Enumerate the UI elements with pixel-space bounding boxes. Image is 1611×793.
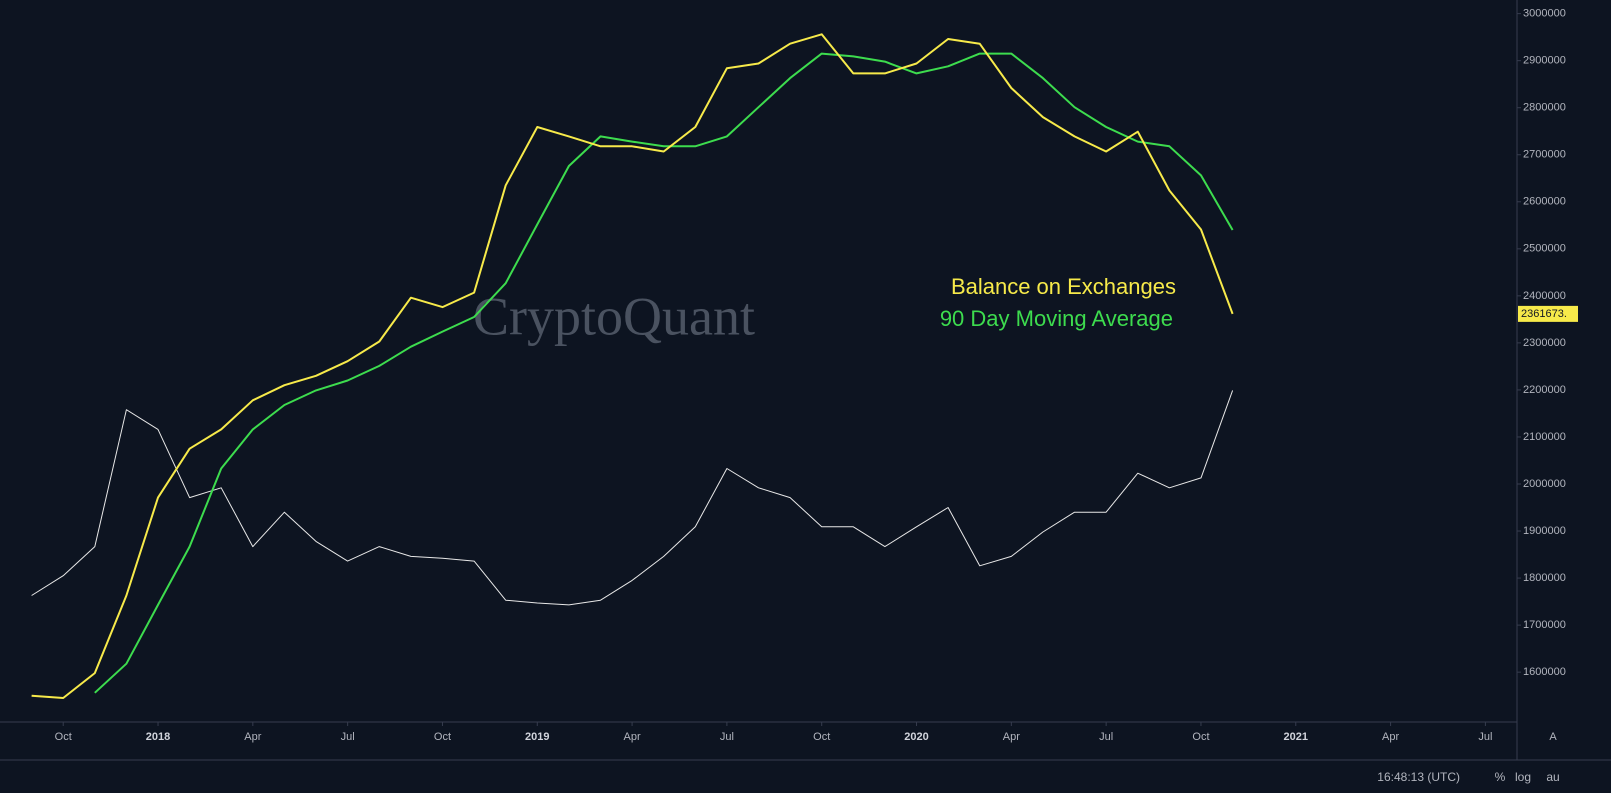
x-tick-label: Jul — [720, 731, 734, 743]
y-tick-label: 2500000 — [1523, 243, 1566, 255]
y-tick-label: 2900000 — [1523, 55, 1566, 67]
y-tick-label: 2300000 — [1523, 337, 1566, 349]
legend-label: 90 Day Moving Average — [940, 306, 1173, 331]
auto-scale-button[interactable]: A — [1549, 731, 1557, 743]
y-tick-label: 1900000 — [1523, 525, 1566, 537]
status-button[interactable]: au — [1546, 770, 1559, 784]
series-line — [94, 52, 1234, 694]
x-tick-label: Oct — [1192, 731, 1209, 743]
y-tick-label: 3000000 — [1523, 8, 1566, 20]
y-tick-label: 1800000 — [1523, 572, 1566, 584]
x-tick-label: 2021 — [1284, 731, 1308, 743]
x-tick-label: Apr — [244, 731, 261, 743]
y-tick-label: 2200000 — [1523, 384, 1566, 396]
y-tick-label: 2600000 — [1523, 196, 1566, 208]
x-tick-label: 2018 — [146, 731, 170, 743]
x-tick-label: 2020 — [904, 731, 928, 743]
x-tick-label: 2019 — [525, 731, 549, 743]
y-tick-label: 2400000 — [1523, 290, 1566, 302]
y-tick-label: 2800000 — [1523, 102, 1566, 114]
watermark: CryptoQuant — [473, 286, 755, 346]
status-button[interactable]: log — [1515, 770, 1531, 784]
series-line — [31, 390, 1234, 606]
last-value-tag — [1518, 305, 1578, 322]
x-tick-label: Oct — [55, 731, 72, 743]
y-tick-label: 1600000 — [1523, 666, 1566, 678]
x-tick-label: Jul — [1478, 731, 1492, 743]
x-tick-label: Oct — [813, 731, 830, 743]
status-button[interactable]: % — [1495, 770, 1506, 784]
y-tick-label: 1700000 — [1523, 619, 1566, 631]
x-tick-label: Apr — [1003, 731, 1020, 743]
y-tick-label: 2000000 — [1523, 478, 1566, 490]
last-value-label: 2361673. — [1521, 308, 1567, 320]
y-tick-label: 2100000 — [1523, 431, 1566, 443]
x-tick-label: Jul — [1099, 731, 1113, 743]
y-tick-label: 2700000 — [1523, 149, 1566, 161]
x-tick-label: Apr — [624, 731, 641, 743]
series-line — [31, 33, 1234, 699]
clock: 16:48:13 (UTC) — [1377, 770, 1460, 784]
legend-label: Balance on Exchanges — [951, 274, 1176, 299]
x-tick-label: Oct — [434, 731, 451, 743]
x-tick-label: Apr — [1382, 731, 1399, 743]
x-tick-label: Jul — [341, 731, 355, 743]
